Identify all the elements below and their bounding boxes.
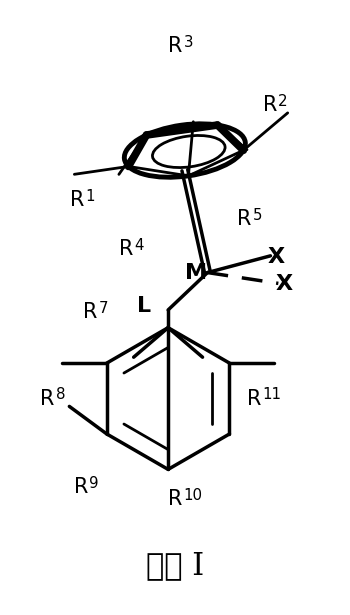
Text: R: R [70,190,84,210]
Text: 8: 8 [56,387,65,402]
Text: R: R [168,36,182,56]
Text: 11: 11 [262,387,281,402]
Text: X: X [276,274,293,295]
Text: R: R [237,210,251,229]
Text: R: R [84,302,98,322]
Text: M: M [184,263,207,282]
Text: 1: 1 [85,189,95,204]
Text: 5: 5 [252,208,262,223]
Text: R: R [74,477,88,497]
Text: 4: 4 [134,238,144,253]
Text: R: R [247,389,261,408]
Text: 通式 I: 通式 I [146,550,204,581]
Text: 10: 10 [184,488,203,503]
Text: 7: 7 [99,301,108,316]
Text: 9: 9 [89,476,99,491]
Text: R: R [168,489,182,509]
Text: L: L [138,296,152,316]
Text: R: R [119,239,133,259]
Text: R: R [262,95,277,115]
Text: R: R [40,389,55,408]
Text: 3: 3 [184,35,193,50]
Text: 2: 2 [278,94,288,109]
Text: X: X [268,247,285,267]
